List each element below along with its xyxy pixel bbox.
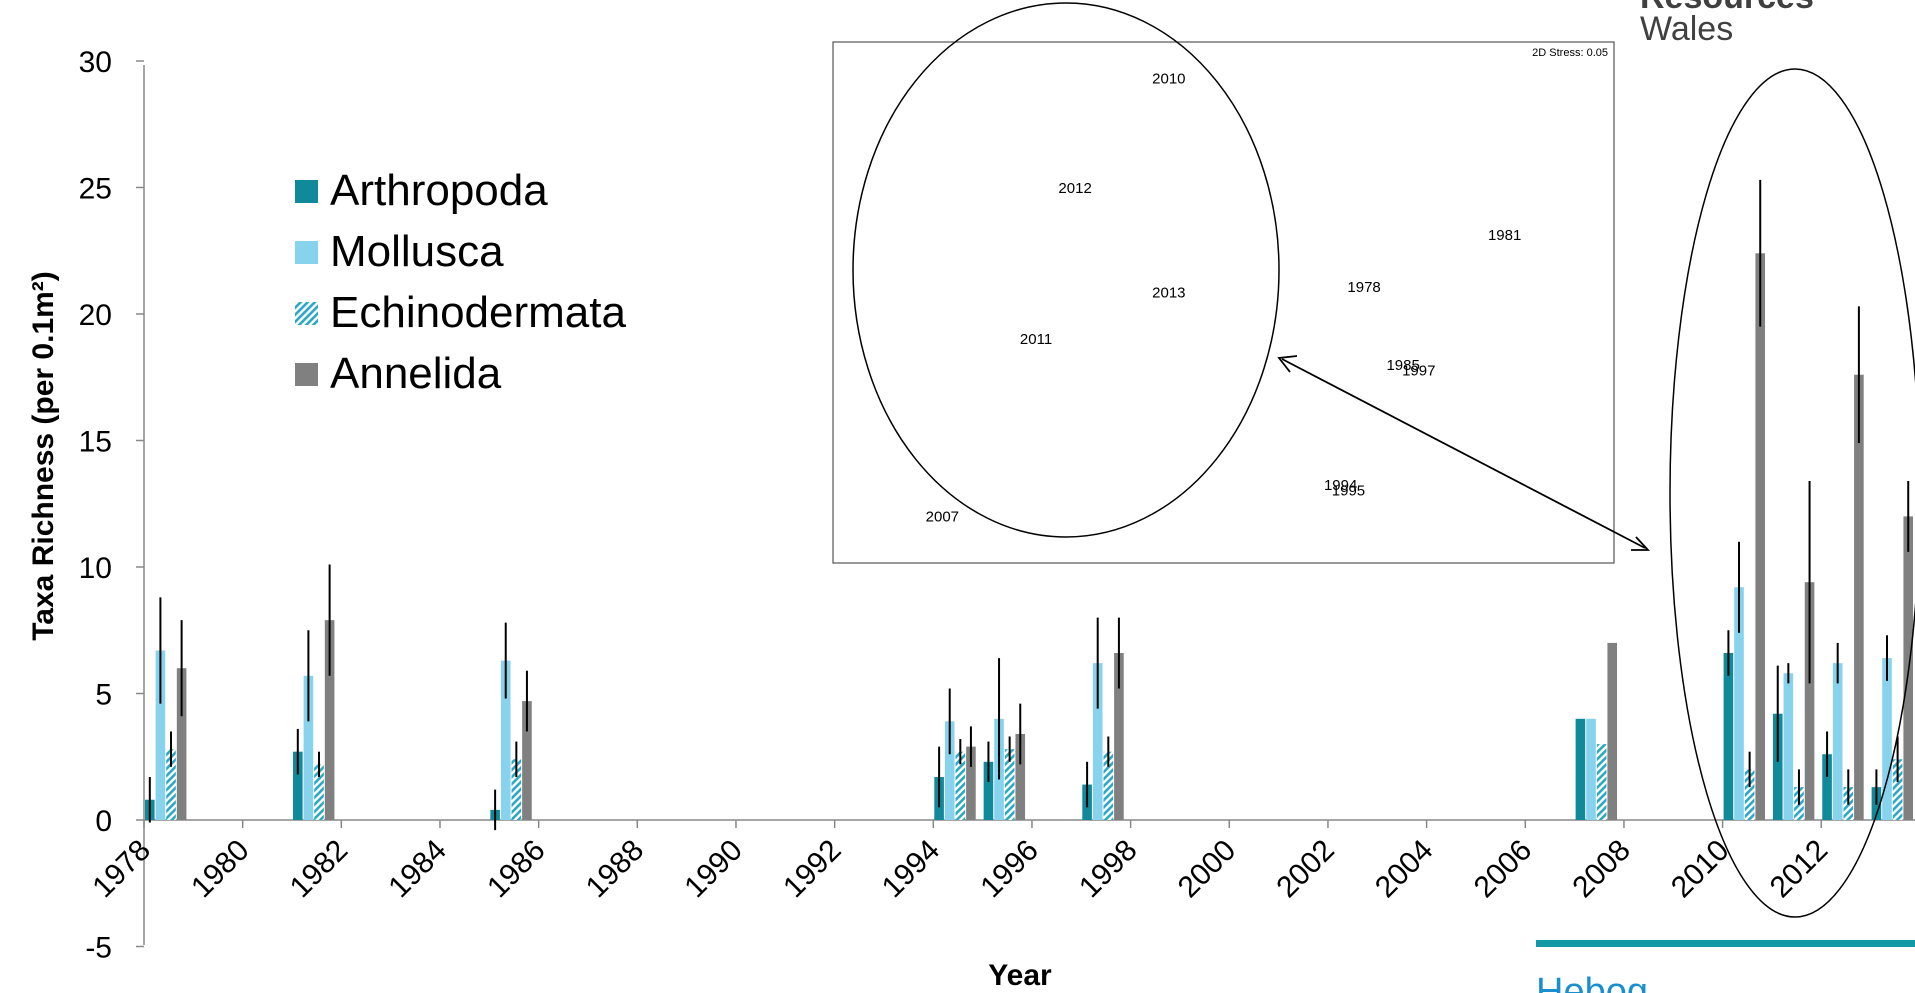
y-tick-label: 20 [79, 299, 112, 332]
legend-item-mollusca-swatch [295, 241, 318, 264]
inset-point-1997: 1997 [1402, 362, 1435, 379]
legend-item-mollusca: Mollusca [330, 227, 504, 276]
y-tick-label: -5 [85, 932, 112, 965]
x-tick-label: 1988 [580, 834, 651, 905]
inset-point-2011: 2011 [1020, 331, 1052, 348]
bar-arthropoda [1575, 718, 1586, 820]
bar-echinodermata [314, 764, 324, 820]
x-tick-label: 1994 [876, 834, 947, 905]
inset-point-1995: 1995 [1332, 482, 1365, 499]
inset-point-1994: 1994 [1324, 477, 1357, 494]
legend-item-echinodermata-swatch [295, 302, 318, 325]
bar-arthropoda [1772, 713, 1783, 820]
x-tick-label: 2008 [1566, 834, 1637, 905]
bar-mollusca [1832, 663, 1843, 820]
bar-mollusca [1586, 718, 1596, 820]
legend-item-echinodermata: Echinodermata [330, 288, 626, 337]
x-tick-label: 2012 [1764, 834, 1835, 905]
y-axis-title: Taxa Richness (per 0.1m²) [27, 271, 60, 641]
bar-annelida [324, 620, 335, 820]
bar-echinodermata [1004, 749, 1015, 820]
inset-plot-frame [832, 41, 1615, 564]
bar-mollusca [303, 675, 314, 820]
bar-echinodermata [1596, 744, 1607, 820]
bar-annelida [1114, 653, 1124, 820]
bar-arthropoda [1822, 754, 1832, 820]
connector-arrow [1277, 355, 1651, 551]
x-tick-label: 2002 [1270, 834, 1341, 905]
brand-wales: Wales [1640, 10, 1733, 48]
bar-echinodermata [1892, 759, 1903, 820]
inset-point-2007: 2007 [926, 508, 959, 525]
y-ticks: -5 0 5 10 15 20 25 30 [79, 46, 144, 965]
legend: Arthropoda Mollusca Echinodermata Annelida [295, 166, 626, 398]
x-tick-label: 1996 [974, 834, 1045, 905]
bar-mollusca [1734, 587, 1744, 820]
bar-annelida [1854, 374, 1864, 820]
x-tick-label: 2006 [1468, 834, 1539, 905]
legend-item-annelida: Annelida [330, 349, 502, 398]
x-tick-label: 1986 [481, 834, 552, 905]
y-tick-label: 0 [95, 805, 112, 838]
bar-annelida [1804, 582, 1815, 820]
inset-cluster-ellipse [852, 2, 1280, 538]
bar-mollusca [944, 721, 955, 820]
bar-echinodermata [1744, 769, 1755, 820]
brand-hebog: Hebog [1536, 971, 1648, 993]
y-tick-label: 10 [79, 552, 112, 585]
highlight-ellipse [1669, 68, 1915, 918]
x-ticks: 1978 1980 1982 1984 1986 1988 1990 1992 1994 1996… [86, 820, 1834, 904]
bar-mollusca [500, 660, 511, 820]
x-axis-title: Year [988, 959, 1052, 992]
inset-point-2010: 2010 [1152, 71, 1185, 88]
x-tick-label: 2000 [1172, 834, 1243, 905]
brand-accent-line [1536, 940, 1915, 947]
bar-mollusca [155, 650, 166, 820]
y-tick-label: 25 [79, 173, 112, 206]
inset-point-2013: 2013 [1152, 284, 1185, 301]
bar-annelida [176, 668, 187, 820]
inset-point-1978: 1978 [1347, 279, 1380, 296]
bar-annelida [522, 701, 532, 820]
y-tick-label: 5 [95, 679, 112, 712]
inset-point-2012: 2012 [1058, 180, 1091, 197]
bar-annelida [1015, 733, 1026, 820]
bar-arthropoda [983, 761, 994, 820]
inset-point-1981: 1981 [1488, 227, 1521, 244]
bar-arthropoda [292, 751, 303, 820]
bars [145, 179, 1914, 831]
bar-annelida [1755, 253, 1766, 820]
x-tick-label: 1990 [678, 834, 749, 905]
inset-point-1985: 1985 [1386, 357, 1419, 374]
brand-resources: Resources [1640, 0, 1814, 16]
x-tick-label: 2004 [1369, 834, 1440, 905]
x-tick-label: 1978 [86, 834, 157, 905]
y-tick-label: 15 [79, 426, 112, 459]
bar-annelida [966, 746, 976, 820]
bar-mollusca [1882, 658, 1892, 820]
legend-item-arthropoda: Arthropoda [330, 166, 548, 215]
bar-echinodermata [955, 751, 966, 820]
bar-annelida [1607, 642, 1618, 820]
x-tick-label: 1980 [185, 834, 256, 905]
x-tick-label: 1998 [1073, 834, 1144, 905]
bar-mollusca [1783, 673, 1794, 820]
inset-stress-label: 2D Stress: 0.05 [1532, 47, 1608, 59]
y-tick-label: 30 [79, 46, 112, 79]
bar-echinodermata [166, 749, 176, 820]
bar-echinodermata [511, 759, 522, 820]
x-tick-label: 1984 [382, 834, 453, 905]
x-tick-label: 1992 [777, 834, 848, 905]
bar-arthropoda [1723, 653, 1734, 820]
legend-item-arthropoda-swatch [295, 180, 318, 203]
bar-mollusca [1092, 663, 1103, 820]
x-tick-label: 1982 [284, 834, 355, 905]
legend-item-annelida-swatch [295, 363, 318, 386]
bar-echinodermata [1103, 751, 1114, 820]
